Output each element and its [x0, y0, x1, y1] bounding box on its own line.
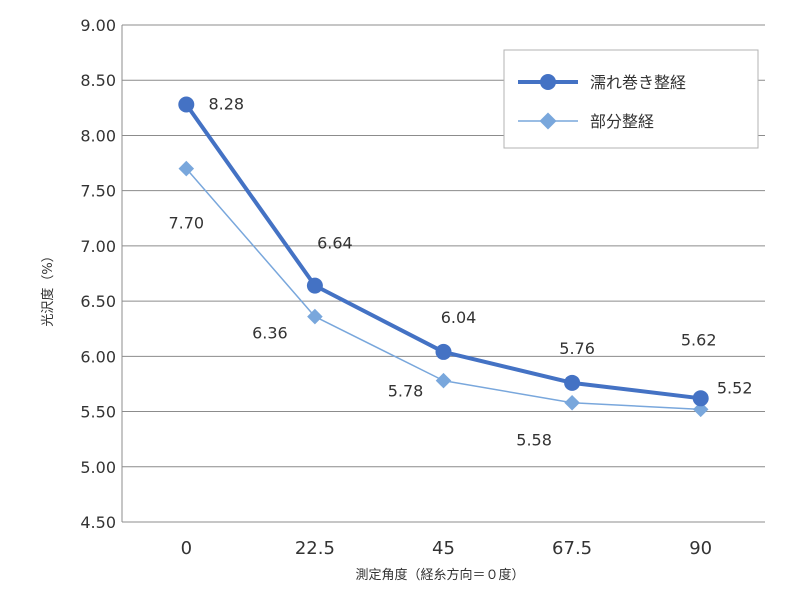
y-tick-label: 7.50 — [80, 182, 116, 201]
point-series-1 — [564, 374, 581, 391]
x-tick-label: 67.5 — [552, 538, 592, 559]
y-tick-label: 9.00 — [80, 16, 116, 35]
y-tick-label: 6.00 — [80, 347, 116, 366]
legend-label-series-2: 部分整経 — [590, 112, 654, 131]
x-tick-label: 22.5 — [295, 538, 335, 559]
x-tick-label: 90 — [689, 538, 712, 559]
data-label-series-2: 5.58 — [516, 431, 552, 450]
legend: 濡れ巻き整経 部分整経 — [503, 49, 759, 149]
data-label-series-1: 6.04 — [441, 308, 477, 327]
legend-marker-series-2 — [539, 112, 557, 130]
y-tick-label: 5.50 — [80, 403, 116, 422]
data-label-series-2: 7.70 — [168, 214, 204, 233]
y-tick-label: 8.50 — [80, 71, 116, 90]
point-series-2 — [178, 160, 195, 177]
point-series-2 — [435, 372, 452, 389]
data-label-series-1: 5.62 — [681, 330, 717, 349]
legend-label-series-1: 濡れ巻き整経 — [590, 73, 686, 92]
data-labels: 8.28 6.64 6.04 5.76 5.62 7.70 6.36 5.78 5.58 5.52 — [168, 95, 752, 450]
y-axis-title: 光沢度（%） — [40, 249, 56, 326]
y-tick-labels: 4.50 5.00 5.50 6.00 6.50 7.00 7.50 8.00 8.50 9.00 — [80, 16, 116, 532]
point-series-1 — [178, 96, 195, 113]
point-series-1 — [435, 343, 452, 360]
y-tick-label: 8.00 — [80, 126, 116, 145]
data-label-series-1: 8.28 — [208, 95, 244, 114]
data-label-series-1: 6.64 — [317, 234, 353, 253]
y-tick-label: 5.00 — [80, 458, 116, 477]
data-label-series-2: 5.52 — [717, 378, 753, 397]
data-label-series-2: 5.78 — [388, 382, 424, 401]
point-series-2 — [564, 394, 580, 411]
x-tick-label: 0 — [181, 538, 192, 559]
point-series-1 — [692, 390, 709, 407]
x-tick-label: 45 — [432, 538, 455, 559]
point-series-1 — [306, 277, 323, 294]
series-lines — [178, 96, 709, 418]
y-tick-label: 6.50 — [80, 292, 116, 311]
data-label-series-2: 6.36 — [252, 324, 288, 343]
gridlines — [121, 24, 765, 523]
legend-marker-series-1 — [540, 74, 556, 90]
y-tick-label: 7.00 — [80, 237, 116, 256]
data-label-series-1: 5.76 — [559, 339, 595, 358]
x-axis-title: 測定角度（経糸方向＝０度） — [355, 567, 524, 583]
x-tick-labels: 0 22.5 45 67.5 90 — [181, 538, 713, 559]
y-tick-label: 4.50 — [80, 513, 116, 532]
